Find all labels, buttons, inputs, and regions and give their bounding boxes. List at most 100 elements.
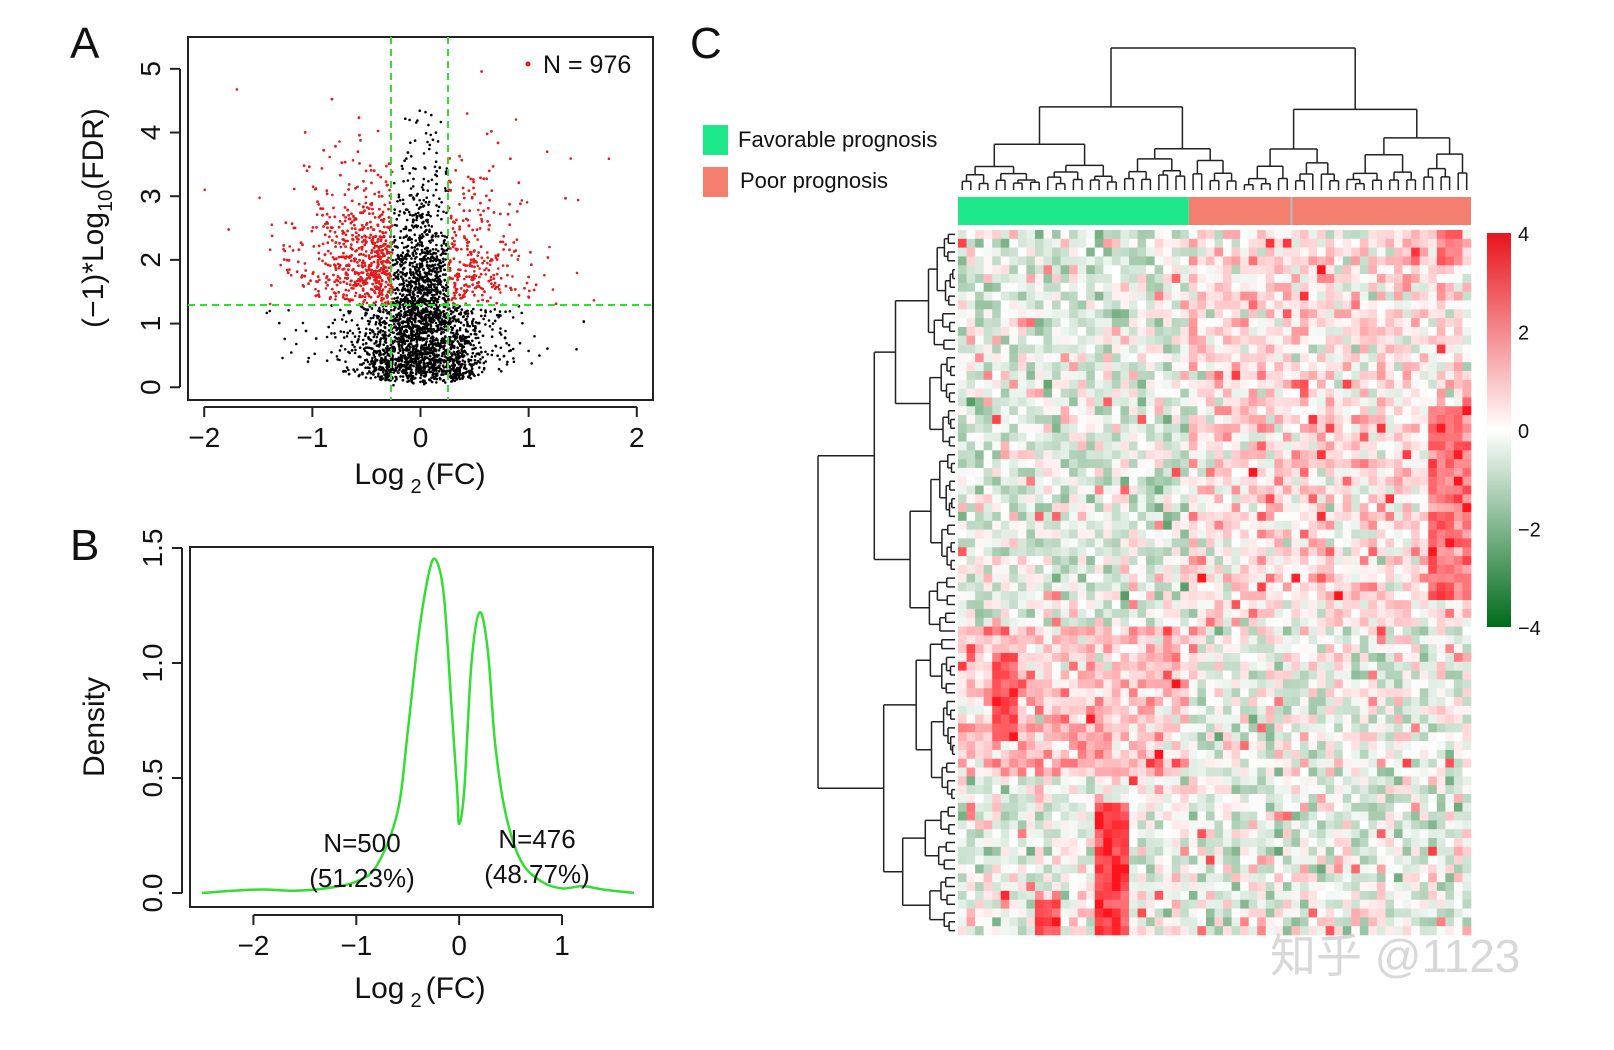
heatmap-cell	[1428, 300, 1438, 310]
point	[386, 344, 389, 348]
heatmap-cell	[1094, 326, 1104, 337]
point	[488, 325, 492, 328]
significant-point	[327, 278, 331, 282]
point	[425, 323, 429, 326]
significant-point	[378, 207, 381, 211]
heatmap-cell	[1043, 335, 1053, 345]
point	[440, 247, 444, 251]
significant-point	[376, 173, 380, 177]
point	[373, 342, 376, 345]
heatmap-cell	[1240, 282, 1249, 292]
heatmap-cell	[1351, 247, 1361, 257]
point	[416, 247, 419, 251]
heatmap-cell	[1325, 379, 1335, 389]
heatmap-cell	[1188, 238, 1198, 248]
point	[356, 323, 359, 327]
point	[374, 368, 378, 372]
heatmap-cell	[1137, 388, 1147, 398]
heatmap-cell	[1385, 300, 1395, 310]
heatmap-cell	[966, 265, 976, 275]
point	[464, 340, 468, 344]
heatmap-cell	[1094, 371, 1104, 381]
point	[472, 344, 475, 347]
point	[395, 358, 399, 362]
heatmap-cell	[1077, 371, 1087, 381]
significant-point	[487, 169, 491, 173]
point	[371, 316, 375, 320]
heatmap-cell	[1231, 247, 1241, 257]
heatmap-cell	[1060, 282, 1070, 292]
heatmap-cell	[1376, 256, 1386, 266]
heatmap-cell	[1060, 353, 1070, 363]
significant-point	[331, 193, 334, 197]
point	[397, 195, 401, 199]
significant-point	[361, 271, 365, 275]
point	[428, 147, 431, 151]
point	[459, 339, 463, 342]
heatmap-cell	[958, 326, 967, 337]
heatmap-cell	[1419, 371, 1429, 381]
point	[379, 323, 383, 327]
significant-point	[449, 214, 453, 218]
point	[431, 371, 435, 375]
point	[468, 362, 472, 366]
point	[360, 363, 364, 366]
point	[436, 140, 440, 143]
significant-point	[369, 295, 373, 299]
point	[410, 308, 414, 311]
significant-point	[460, 247, 463, 251]
heatmap-cell	[1000, 238, 1010, 248]
point	[417, 277, 421, 281]
significant-point	[356, 261, 359, 264]
heatmap-cell	[1385, 282, 1395, 292]
significant-point	[454, 288, 458, 292]
point	[385, 309, 388, 312]
point	[415, 272, 418, 275]
point	[403, 330, 406, 333]
heatmap-cell	[1334, 282, 1344, 292]
heatmap-cell	[1445, 291, 1455, 301]
point	[398, 345, 401, 348]
point	[407, 210, 411, 214]
point	[473, 355, 477, 358]
heatmap-cell	[1052, 265, 1061, 275]
significant-point	[325, 192, 329, 196]
heatmap-cell	[1086, 344, 1096, 354]
point	[422, 198, 426, 202]
heatmap-cell	[1376, 265, 1386, 275]
point	[429, 297, 433, 300]
significant-point	[449, 247, 452, 250]
annotation-favorable	[958, 197, 1189, 225]
heatmap-cell	[1368, 318, 1378, 328]
point	[423, 370, 427, 373]
point	[437, 349, 441, 352]
significant-point	[486, 256, 490, 259]
point	[425, 362, 429, 365]
point	[371, 365, 375, 368]
point	[423, 299, 426, 303]
significant-point	[462, 192, 466, 196]
heatmap-cell	[1009, 318, 1019, 328]
point	[394, 258, 398, 262]
point	[350, 319, 354, 322]
heatmap-cell	[983, 291, 993, 301]
heatmap-cell	[1034, 353, 1044, 363]
significant-point	[517, 181, 521, 185]
point	[425, 196, 429, 199]
heatmap-cell	[1009, 309, 1019, 319]
heatmap-cell	[1325, 282, 1335, 292]
point	[415, 328, 419, 331]
point	[459, 355, 463, 358]
point	[433, 319, 436, 322]
heatmap-cell	[1334, 379, 1344, 389]
heatmap-cell	[1428, 265, 1438, 275]
heatmap-cell	[1291, 318, 1301, 328]
point	[402, 202, 405, 206]
point	[424, 251, 427, 255]
heatmap-cell	[1069, 362, 1078, 372]
point	[441, 285, 444, 289]
heatmap-cell	[1163, 379, 1173, 389]
point	[405, 289, 408, 292]
significant-point	[569, 157, 572, 160]
point	[453, 324, 457, 328]
